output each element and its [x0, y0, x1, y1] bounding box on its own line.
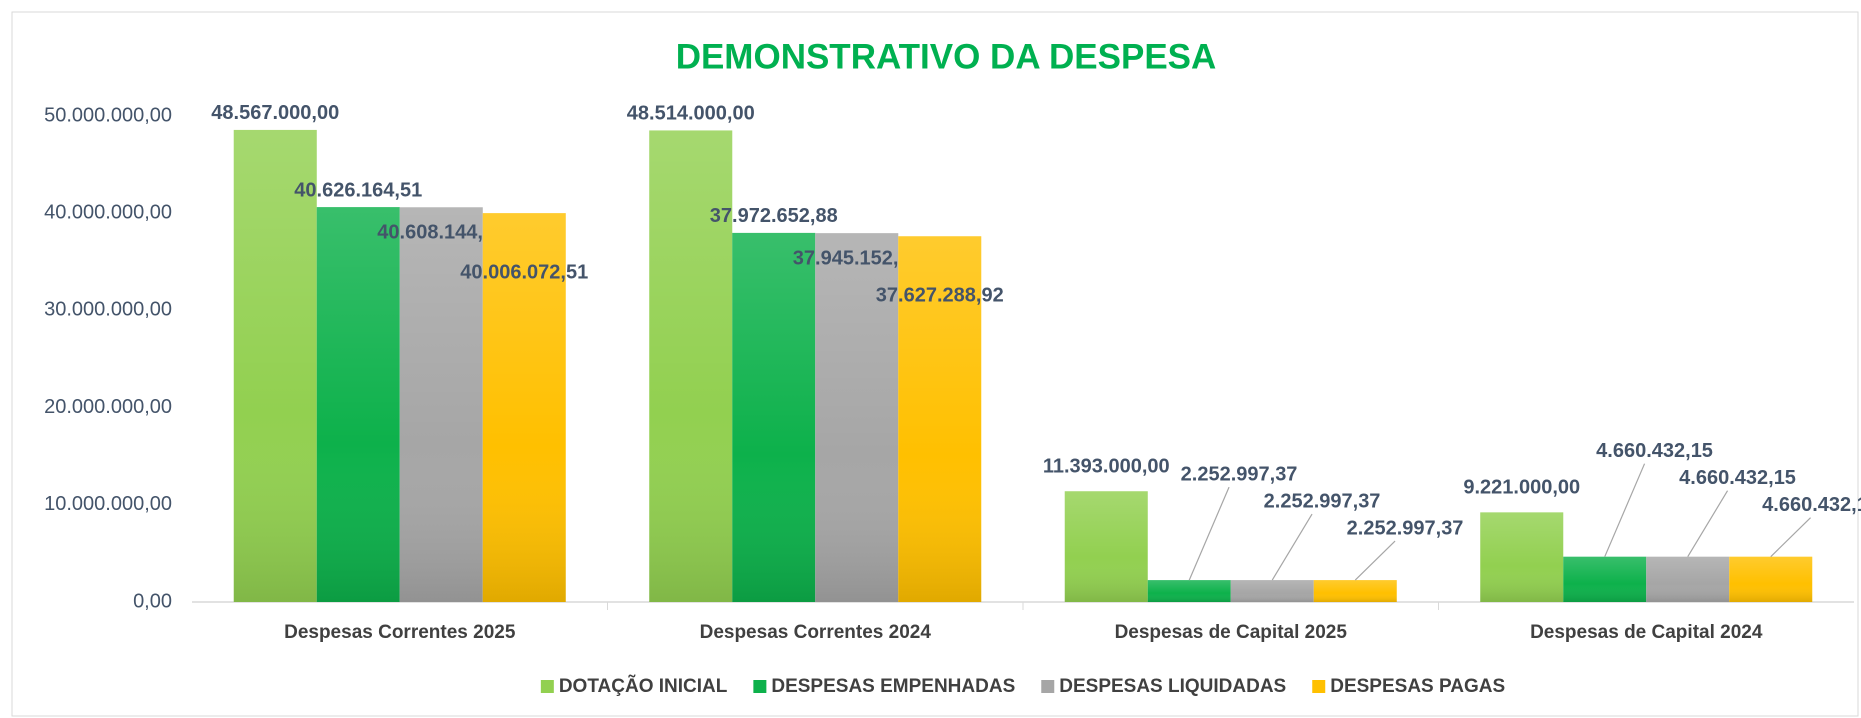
- y-tick-label: 20.000.000,00: [44, 396, 172, 418]
- chart-title: DEMONSTRATIVO DA DESPESA: [676, 37, 1217, 76]
- data-label: 11.393.000,00: [1043, 456, 1170, 478]
- leader-line: [1770, 517, 1811, 558]
- legend-label: DOTAÇÃO INICIAL: [559, 675, 728, 697]
- bar-shade: [1480, 512, 1564, 602]
- data-label: 40.608.144,87: [377, 222, 505, 244]
- bar-shade: [316, 207, 400, 602]
- data-label: 37.945.152,88: [793, 247, 921, 269]
- legend-swatch: [753, 680, 767, 693]
- data-label: 2.252.997,37: [1264, 490, 1381, 512]
- y-tick-label: 50.000.000,00: [44, 104, 172, 126]
- bar-shade: [649, 130, 733, 603]
- x-tick-label: Despesas de Capital 2025: [1115, 622, 1348, 643]
- bar-shade: [815, 233, 899, 603]
- bar-shade: [1230, 580, 1314, 602]
- bar-shade: [1729, 556, 1813, 602]
- bar-shade: [1147, 580, 1231, 602]
- bar-shade: [1563, 556, 1647, 602]
- bar-shade: [898, 236, 982, 602]
- y-tick-label: 30.000.000,00: [44, 299, 172, 321]
- data-label: 9.221.000,00: [1463, 477, 1580, 499]
- leader-line: [1271, 513, 1313, 581]
- x-tick-label: Despesas Correntes 2024: [700, 622, 932, 643]
- legend-swatch: [1312, 680, 1326, 693]
- data-label: 48.514.000,00: [627, 103, 755, 125]
- data-label: 37.972.652,88: [710, 205, 838, 227]
- legend-label: DESPESAS LIQUIDADAS: [1059, 676, 1286, 697]
- y-tick-label: 40.000.000,00: [44, 201, 172, 223]
- bar-shade: [732, 232, 816, 602]
- bar-shade: [1064, 491, 1148, 602]
- bar-shade: [233, 129, 317, 602]
- data-label: 4.660.432,15: [1762, 494, 1861, 516]
- legend-label: DESPESAS EMPENHADAS: [771, 676, 1015, 697]
- bar-shade: [1646, 556, 1730, 602]
- legend-swatch: [540, 680, 554, 693]
- data-label: 4.660.432,15: [1679, 467, 1796, 489]
- y-tick-label: 10.000.000,00: [44, 493, 172, 515]
- legend-swatch: [1041, 680, 1055, 693]
- x-tick-label: Despesas Correntes 2025: [284, 622, 516, 643]
- data-label: 40.006.072,51: [460, 261, 588, 283]
- data-label: 2.252.997,37: [1181, 463, 1298, 485]
- data-label: 37.627.288,92: [876, 285, 1004, 307]
- data-label: 48.567.000,00: [211, 102, 339, 124]
- leader-line: [1604, 463, 1646, 557]
- legend-label: DESPESAS PAGAS: [1330, 676, 1505, 697]
- leader-line: [1188, 486, 1230, 581]
- bar-shade: [1313, 580, 1397, 602]
- x-tick-label: Despesas de Capital 2024: [1530, 622, 1763, 643]
- data-label: 40.626.164,51: [294, 179, 422, 201]
- bar-shade: [399, 207, 483, 603]
- data-label: 4.660.432,15: [1596, 440, 1713, 462]
- y-tick-label: 0,00: [133, 590, 172, 612]
- leader-line: [1354, 540, 1396, 581]
- leader-line: [1687, 490, 1729, 558]
- bar-shade: [482, 213, 566, 602]
- data-label: 2.252.997,37: [1347, 517, 1464, 539]
